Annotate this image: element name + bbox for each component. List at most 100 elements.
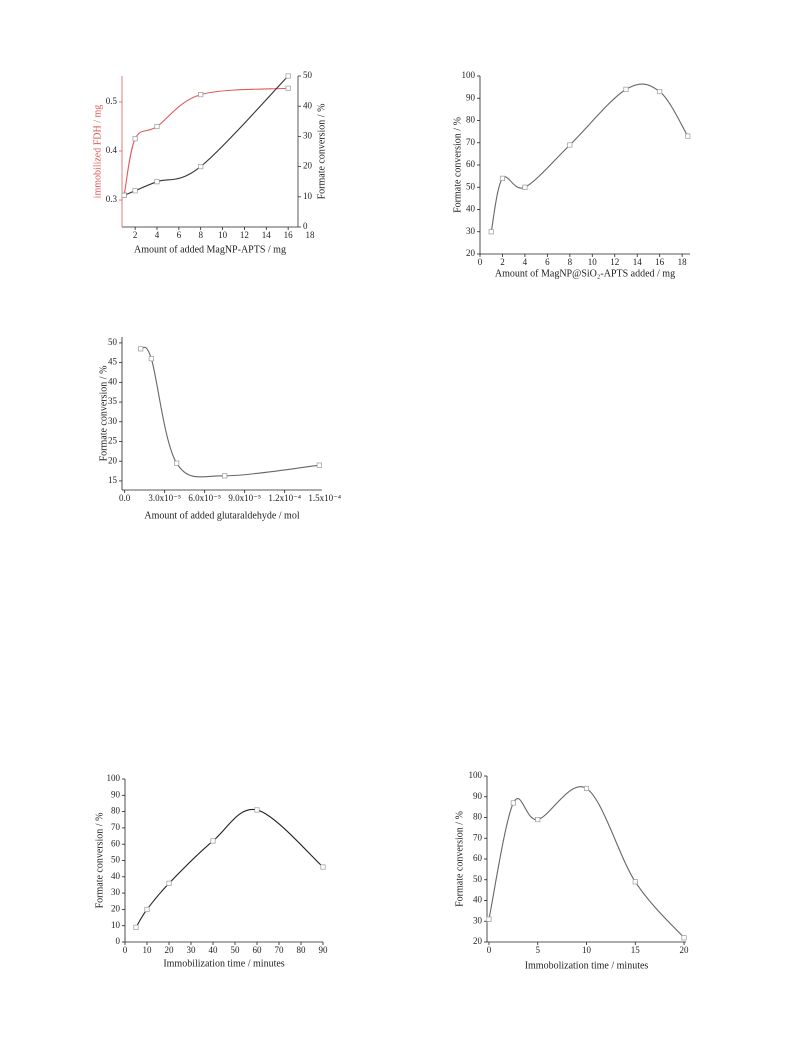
y-tick-label: 20 <box>108 455 118 465</box>
data-point <box>222 473 228 479</box>
x-tick-label: 14 <box>633 257 643 267</box>
series-line <box>490 83 689 232</box>
x-tick-label: 40 <box>209 945 219 955</box>
data-point <box>198 164 204 170</box>
x-tick-label: 0 <box>487 945 492 955</box>
y-axis-label: Formate conversion / % <box>94 813 105 909</box>
y-tick-label: 20 <box>466 248 476 258</box>
data-point <box>685 133 691 139</box>
x-tick-label: 4 <box>155 230 160 240</box>
y-tick-label: 50 <box>466 181 476 191</box>
y-tick-label: 70 <box>111 822 121 832</box>
y-tick-label: 60 <box>466 159 476 169</box>
x-tick-label: 50 <box>231 945 241 955</box>
data-point <box>154 123 160 130</box>
x-tick-label: 20 <box>680 945 690 955</box>
y-tick-label: 50 <box>473 874 483 884</box>
y-tick-label: 90 <box>466 92 476 102</box>
data-point <box>121 192 127 198</box>
x-tick-label: 15 <box>631 945 641 955</box>
x-tick-label: 18 <box>678 257 688 267</box>
y-axis-label: Formate conversion / % <box>452 117 463 213</box>
y2-tick-label: 40 <box>303 100 313 110</box>
y-axis-label: Formate conversion / % <box>454 811 465 907</box>
series-line <box>488 786 685 939</box>
x-tick-label: 10 <box>218 230 228 240</box>
x-tick-label: 10 <box>582 945 592 955</box>
x-tick-label: 0.0 <box>119 493 131 503</box>
data-point <box>522 184 528 190</box>
data-point <box>567 142 573 148</box>
y-tick-label: 30 <box>473 915 483 925</box>
x-tick-label: 16 <box>284 230 294 240</box>
x-tick-label: 6 <box>545 257 550 267</box>
x-tick-label: 3.0x10⁻⁵ <box>148 493 181 503</box>
data-point <box>166 880 172 886</box>
x-tick-label: 10 <box>143 945 153 955</box>
y2-tick-label: 0 <box>303 221 308 231</box>
x-tick-label: 0 <box>123 945 128 955</box>
x-tick-label: 8 <box>198 230 203 240</box>
series-line <box>135 809 324 928</box>
series-line <box>140 346 320 478</box>
data-point <box>198 92 204 98</box>
x-tick-label: 12 <box>610 257 619 267</box>
y-tick-label: 80 <box>473 812 483 822</box>
data-point <box>174 460 180 466</box>
x-axis-label: Immobolization time / minutes <box>525 960 649 971</box>
y-tick-label: 40 <box>473 895 483 905</box>
y2-tick-label: 30 <box>303 130 313 140</box>
data-point <box>681 935 687 941</box>
data-point <box>632 879 638 885</box>
data-point <box>133 924 139 930</box>
y-tick-label: 20 <box>111 903 121 913</box>
data-point <box>132 136 138 142</box>
data-point <box>657 89 663 95</box>
y-tick-label: 60 <box>111 838 121 848</box>
x-tick-label: 90 <box>319 945 329 955</box>
data-point <box>210 838 216 844</box>
y-tick-label: 50 <box>111 855 121 865</box>
y-tick-label: 100 <box>469 770 483 780</box>
data-point <box>154 179 160 185</box>
x-axis-label: Amount of added glutaraldehyde / mol <box>144 510 299 521</box>
y-tick-label: 70 <box>466 137 476 147</box>
y-tick-label: 80 <box>466 115 476 125</box>
x-tick-label: 1.2x10⁻⁴ <box>268 493 301 503</box>
y-tick-label: 0.3 <box>106 194 118 204</box>
y-tick-label: 0.5 <box>106 96 118 106</box>
y-tick-label: 30 <box>466 226 476 236</box>
y-tick-label: 40 <box>466 204 476 214</box>
y-tick-label: 15 <box>108 475 118 485</box>
series-line <box>123 75 289 196</box>
data-point <box>316 462 322 468</box>
y-tick-label: 0 <box>116 936 121 946</box>
y-tick-label: 100 <box>462 70 476 80</box>
series-line <box>123 87 289 196</box>
y-axis-label: immobilized FDH / mg <box>92 105 103 199</box>
y2-axis-label: Formate conversion / % <box>316 104 327 200</box>
y2-tick-label: 50 <box>303 70 313 80</box>
x-tick-label: 9.0x10⁻⁵ <box>228 493 261 503</box>
y-tick-label: 60 <box>473 853 483 863</box>
x-tick-label: 18 <box>306 230 316 240</box>
x-tick-label: 70 <box>275 945 285 955</box>
y-tick-label: 20 <box>473 936 483 946</box>
data-point <box>138 346 144 352</box>
y2-tick-label: 20 <box>303 161 313 171</box>
data-point <box>285 85 291 91</box>
y-tick-label: 35 <box>108 396 118 406</box>
x-tick-label: 20 <box>165 945 175 955</box>
y-tick-label: 10 <box>111 920 121 930</box>
x-tick-label: 0 <box>478 257 483 267</box>
x-tick-label: 16 <box>655 257 665 267</box>
y-tick-label: 100 <box>107 773 121 783</box>
y-tick-label: 30 <box>108 416 118 426</box>
data-point <box>510 800 516 806</box>
x-tick-label: 2 <box>133 230 138 240</box>
y-tick-label: 70 <box>473 832 483 842</box>
y2-tick-label: 10 <box>303 191 313 201</box>
x-axis-label: Amount of MagNP@SiO₂-APTS added / mg <box>495 268 675 279</box>
y-tick-label: 45 <box>108 357 118 367</box>
data-point <box>144 906 150 912</box>
